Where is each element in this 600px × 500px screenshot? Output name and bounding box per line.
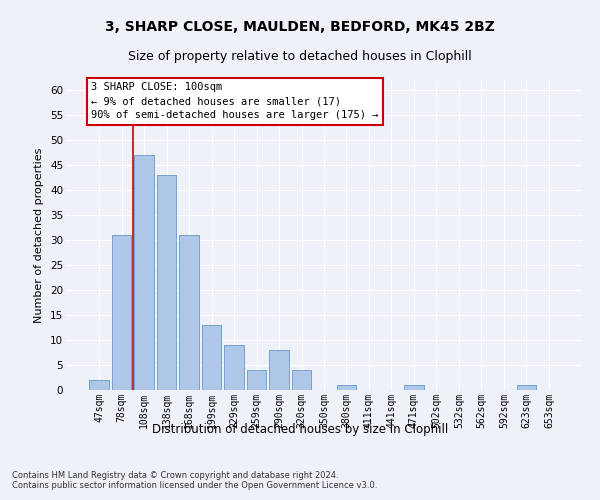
- Text: 3 SHARP CLOSE: 100sqm
← 9% of detached houses are smaller (17)
90% of semi-detac: 3 SHARP CLOSE: 100sqm ← 9% of detached h…: [91, 82, 379, 120]
- Bar: [179, 235, 199, 390]
- Bar: [134, 155, 154, 390]
- Bar: [89, 380, 109, 390]
- Bar: [337, 385, 356, 390]
- Bar: [202, 325, 221, 390]
- Text: Contains HM Land Registry data © Crown copyright and database right 2024.
Contai: Contains HM Land Registry data © Crown c…: [12, 470, 377, 490]
- Bar: [157, 175, 176, 390]
- Bar: [292, 370, 311, 390]
- Text: Size of property relative to detached houses in Clophill: Size of property relative to detached ho…: [128, 50, 472, 63]
- Text: Distribution of detached houses by size in Clophill: Distribution of detached houses by size …: [152, 422, 448, 436]
- Bar: [517, 385, 536, 390]
- Y-axis label: Number of detached properties: Number of detached properties: [34, 148, 44, 322]
- Bar: [269, 350, 289, 390]
- Bar: [247, 370, 266, 390]
- Bar: [224, 345, 244, 390]
- Text: 3, SHARP CLOSE, MAULDEN, BEDFORD, MK45 2BZ: 3, SHARP CLOSE, MAULDEN, BEDFORD, MK45 2…: [105, 20, 495, 34]
- Bar: [112, 235, 131, 390]
- Bar: [404, 385, 424, 390]
